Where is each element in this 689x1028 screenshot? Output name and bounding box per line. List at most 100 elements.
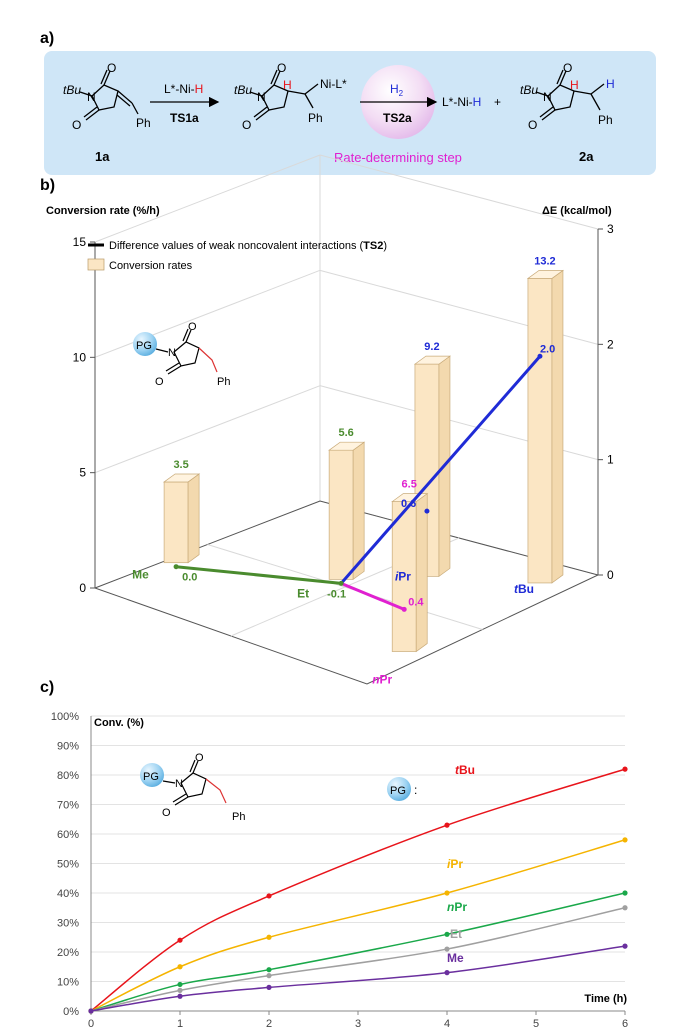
right-tick-label: 0 xyxy=(607,568,614,582)
series-point-iPr xyxy=(266,934,272,940)
left-axis-title: Conversion rate (%/h) xyxy=(46,205,160,217)
bar-label-Me: 3.5 xyxy=(173,459,188,471)
pg-molecule-c: PG N O O Ph xyxy=(140,752,245,823)
compound-2a-label: 2a xyxy=(579,149,594,164)
series-line-Et xyxy=(90,907,626,1012)
series-point-nPr xyxy=(177,981,183,988)
right-tick-label: 3 xyxy=(607,222,614,236)
compound-1a-label: 1a xyxy=(95,149,110,164)
left-tick-label: 5 xyxy=(79,466,86,480)
series-point-Me xyxy=(266,984,272,991)
pg-molecule-b: PG N O O Ph xyxy=(133,321,230,388)
svg-text:PG: PG xyxy=(143,771,159,783)
bar-tBu xyxy=(526,269,565,584)
de-label-Et: -0.1 xyxy=(327,588,346,600)
x-tick-label: 1 xyxy=(177,1018,183,1028)
x-tick-label: 2 xyxy=(266,1018,272,1028)
de-point-Et xyxy=(338,580,344,586)
y-tick-label: 10% xyxy=(57,977,79,989)
gridline xyxy=(94,385,321,474)
series-point-Et xyxy=(266,973,272,979)
h-label-blue: H xyxy=(606,77,615,91)
series-label-iPr: iPr xyxy=(447,857,463,871)
bar-Et xyxy=(328,441,366,581)
bar-label-nPr: 6.5 xyxy=(402,479,417,491)
o-label: O xyxy=(72,118,81,132)
n-label: N xyxy=(543,90,552,104)
series-point-iPr xyxy=(622,837,628,843)
bar-top-Et xyxy=(328,441,366,451)
bar-front-Et xyxy=(328,449,354,580)
series-point-Et xyxy=(177,987,183,993)
tbu-label: tBu xyxy=(520,83,538,97)
category-label-Me: Me xyxy=(132,568,149,582)
series-line-iPr xyxy=(90,839,626,1012)
svg-text:N: N xyxy=(175,778,183,790)
svg-text:O: O xyxy=(195,752,204,764)
legend-bar-text: Conversion rates xyxy=(109,260,193,272)
chart-3d-bars xyxy=(163,269,565,653)
bar-Me xyxy=(163,473,201,564)
de-line-Me xyxy=(175,565,342,585)
gridline xyxy=(319,154,599,230)
bar-side-Me xyxy=(187,473,200,564)
right-axis-title: ΔE (kcal/mol) xyxy=(542,205,612,217)
series-label-Me: Me xyxy=(447,951,464,965)
series-point-tBu xyxy=(622,766,628,772)
chart-3d-frame: 0 5 10 15 0 1 2 3 xyxy=(73,154,614,685)
svg-text::: : xyxy=(414,783,417,797)
series-line-Me xyxy=(90,945,626,1012)
x-tick-label: 6 xyxy=(622,1018,628,1028)
ts1-label: TS1a xyxy=(170,111,199,125)
molecule-1a xyxy=(79,69,139,121)
x-tick-label: 0 xyxy=(88,1018,94,1028)
y-tick-label: 50% xyxy=(57,859,79,871)
tbu-label: tBu xyxy=(234,83,252,97)
right-tick-label: 1 xyxy=(607,453,614,467)
n-label: N xyxy=(257,90,266,104)
tbu-label: tBu xyxy=(63,83,81,97)
o-label: O xyxy=(563,61,572,75)
ni-l-label: Ni-L* xyxy=(320,77,347,91)
y-tick-label: 40% xyxy=(57,888,79,900)
de-label-iPr: 0.6 xyxy=(401,498,416,510)
svg-text:O: O xyxy=(162,807,171,819)
series-point-nPr xyxy=(444,931,450,937)
series-label-tBu: tBu xyxy=(455,763,475,777)
ph-label: Ph xyxy=(598,113,613,127)
legend-bar-swatch xyxy=(87,258,105,271)
plus-sign: + xyxy=(494,95,501,109)
x-tick-label: 5 xyxy=(533,1018,539,1028)
de-label-Me: 0.0 xyxy=(182,572,197,584)
svg-text:O: O xyxy=(188,321,197,333)
line-chart-axes: 0% 10% 20% 30% 40% 50% 60% 70% 80% 90% 100% 0 1 2 3 4 5 6… xyxy=(51,711,628,1028)
right-tick-label: 2 xyxy=(607,337,614,351)
x-axis-title: Time (h) xyxy=(584,993,627,1005)
series-point-tBu xyxy=(266,893,272,899)
series-point-Et xyxy=(444,946,450,952)
svg-text:PG: PG xyxy=(136,340,152,352)
series-line-nPr xyxy=(90,892,626,1012)
panel-c-label: c) xyxy=(40,679,54,696)
bar-side-tBu xyxy=(551,269,564,584)
bar-top-tBu xyxy=(526,270,565,279)
n-label: N xyxy=(87,90,96,104)
panel-a-label: a) xyxy=(40,30,54,47)
y-tick-label: 70% xyxy=(57,800,79,812)
series-point-Et xyxy=(622,905,628,911)
svg-text:N: N xyxy=(168,347,176,359)
o-label: O xyxy=(107,61,116,75)
y-tick-label: 60% xyxy=(57,829,79,841)
svg-text:Ph: Ph xyxy=(217,376,230,388)
de-point-nPr xyxy=(401,606,407,612)
svg-text:Ph: Ph xyxy=(232,811,245,823)
series-label-nPr: nPr xyxy=(447,900,467,914)
category-label-iPr: iPr xyxy=(395,569,411,583)
bar-side-nPr xyxy=(415,492,428,653)
series-point-Me xyxy=(88,1008,94,1014)
series-point-nPr xyxy=(622,890,628,896)
de-point-tBu xyxy=(537,353,543,359)
o-label: O xyxy=(277,61,286,75)
molecule-intermediate xyxy=(249,69,319,121)
